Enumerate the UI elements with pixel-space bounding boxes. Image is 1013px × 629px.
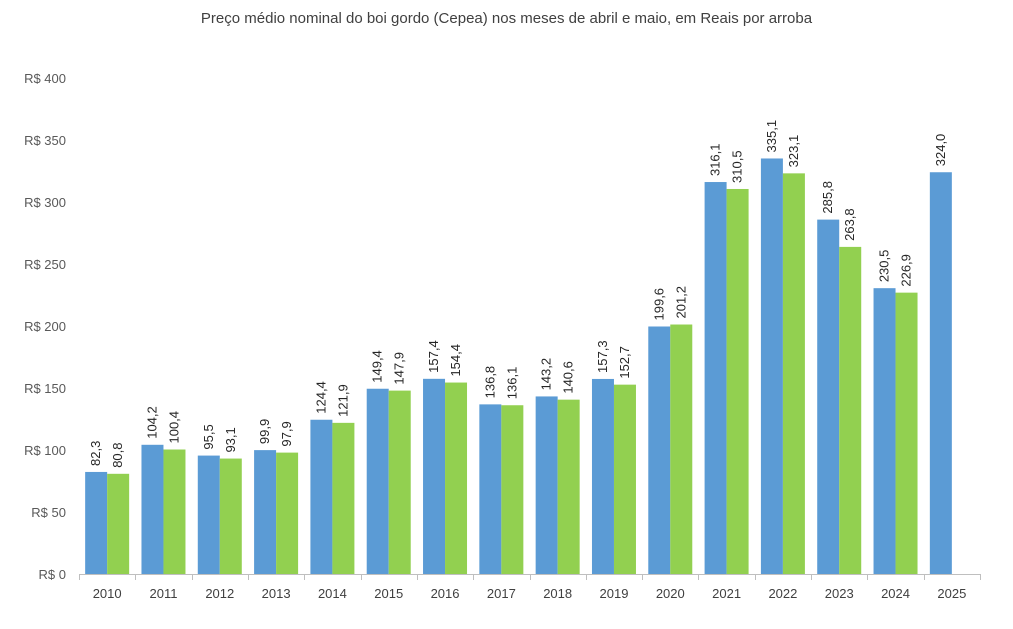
y-tick-label: R$ 300 xyxy=(24,195,66,210)
x-tick-label: 2022 xyxy=(768,586,797,601)
bar-maio-2010 xyxy=(107,473,130,574)
bar-abril-2013 xyxy=(254,450,277,574)
data-label-maio-2018: 140,6 xyxy=(561,361,576,394)
data-label-abril-2011: 104,2 xyxy=(144,406,159,439)
bar-maio-2013 xyxy=(276,452,299,574)
bar-abril-2014 xyxy=(310,419,333,574)
y-tick-label: R$ 350 xyxy=(24,133,66,148)
bar-abril-2011 xyxy=(141,444,164,574)
y-tick-label: R$ 250 xyxy=(24,257,66,272)
bar-maio-2021 xyxy=(726,188,749,575)
data-label-abril-2025: 324,0 xyxy=(933,134,948,167)
data-label-abril-2010: 82,3 xyxy=(88,441,103,466)
data-label-abril-2019: 157,3 xyxy=(595,340,610,373)
data-label-maio-2020: 201,2 xyxy=(673,286,688,319)
data-label-abril-2015: 149,4 xyxy=(370,350,385,383)
x-tick-label: 2010 xyxy=(93,586,122,601)
y-tick-label: R$ 400 xyxy=(24,71,66,86)
bar-maio-2024 xyxy=(895,292,918,574)
bar-abril-2016 xyxy=(423,378,446,574)
y-tick-label: R$ 0 xyxy=(39,567,66,582)
y-tick-label: R$ 150 xyxy=(24,381,66,396)
bar-maio-2017 xyxy=(501,405,524,574)
data-label-abril-2018: 143,2 xyxy=(539,358,554,391)
data-label-abril-2024: 230,5 xyxy=(877,250,892,283)
x-tick-label: 2015 xyxy=(374,586,403,601)
data-label-maio-2011: 100,4 xyxy=(166,411,181,444)
x-tick-label: 2021 xyxy=(712,586,741,601)
bar-abril-2017 xyxy=(479,404,502,574)
data-label-maio-2013: 97,9 xyxy=(279,421,294,446)
bar-maio-2020 xyxy=(670,324,693,574)
bar-abril-2023 xyxy=(817,219,840,574)
data-label-maio-2022: 323,1 xyxy=(786,135,801,168)
data-label-maio-2024: 226,9 xyxy=(899,254,914,287)
bar-maio-2012 xyxy=(219,458,242,574)
bar-maio-2011 xyxy=(163,449,186,574)
data-label-maio-2021: 310,5 xyxy=(730,150,745,183)
bar-maio-2014 xyxy=(332,422,355,574)
data-label-maio-2012: 93,1 xyxy=(223,427,238,452)
bar-abril-2020 xyxy=(648,326,671,574)
data-label-abril-2014: 124,4 xyxy=(313,381,328,414)
bar-maio-2018 xyxy=(557,399,580,574)
y-tick-label: R$ 200 xyxy=(24,319,66,334)
data-label-abril-2021: 316,1 xyxy=(708,143,723,176)
data-label-abril-2017: 136,8 xyxy=(482,366,497,399)
bar-maio-2015 xyxy=(388,390,411,574)
x-tick-label: 2011 xyxy=(149,586,177,601)
data-label-abril-2016: 157,4 xyxy=(426,340,441,373)
x-tick-label: 2016 xyxy=(431,586,460,601)
x-tick-label: 2018 xyxy=(543,586,572,601)
data-label-maio-2019: 152,7 xyxy=(617,346,632,379)
bar-abril-2012 xyxy=(197,455,220,574)
bar-abril-2010 xyxy=(85,471,108,574)
bar-maio-2023 xyxy=(839,246,862,574)
data-label-abril-2022: 335,1 xyxy=(764,120,779,153)
data-label-maio-2010: 80,8 xyxy=(110,442,125,467)
bar-abril-2021 xyxy=(704,182,727,574)
data-label-maio-2017: 136,1 xyxy=(504,367,519,400)
x-tick-label: 2023 xyxy=(825,586,854,601)
x-tick-label: 2024 xyxy=(881,586,910,601)
bar-abril-2025 xyxy=(929,172,952,575)
x-tick-label: 2017 xyxy=(487,586,516,601)
x-tick-label: 2019 xyxy=(600,586,629,601)
x-tick-label: 2012 xyxy=(205,586,234,601)
chart-title: Preço médio nominal do boi gordo (Cepea)… xyxy=(200,10,813,27)
x-tick-label: 2014 xyxy=(318,586,347,601)
bar-abril-2024 xyxy=(873,288,896,574)
y-tick-label: R$ 50 xyxy=(31,505,66,520)
data-label-maio-2016: 154,4 xyxy=(448,344,463,377)
bar-abril-2018 xyxy=(535,396,558,574)
data-label-abril-2020: 199,6 xyxy=(651,288,666,321)
data-label-maio-2015: 147,9 xyxy=(392,352,407,385)
bar-maio-2016 xyxy=(445,382,468,574)
bar-abril-2019 xyxy=(591,378,614,574)
bar-abril-2022 xyxy=(760,158,783,574)
x-tick-label: 2020 xyxy=(656,586,685,601)
data-label-abril-2023: 285,8 xyxy=(820,181,835,214)
data-label-maio-2014: 121,9 xyxy=(335,384,350,417)
data-label-maio-2023: 263,8 xyxy=(842,208,857,241)
x-tick-label: 2025 xyxy=(937,586,966,601)
data-label-abril-2013: 99,9 xyxy=(257,419,272,444)
bar-maio-2022 xyxy=(782,173,805,574)
data-label-abril-2012: 95,5 xyxy=(201,424,216,449)
bar-maio-2019 xyxy=(613,384,636,574)
bar-abril-2015 xyxy=(366,388,389,574)
y-tick-label: R$ 100 xyxy=(24,443,66,458)
x-tick-label: 2013 xyxy=(262,586,291,601)
